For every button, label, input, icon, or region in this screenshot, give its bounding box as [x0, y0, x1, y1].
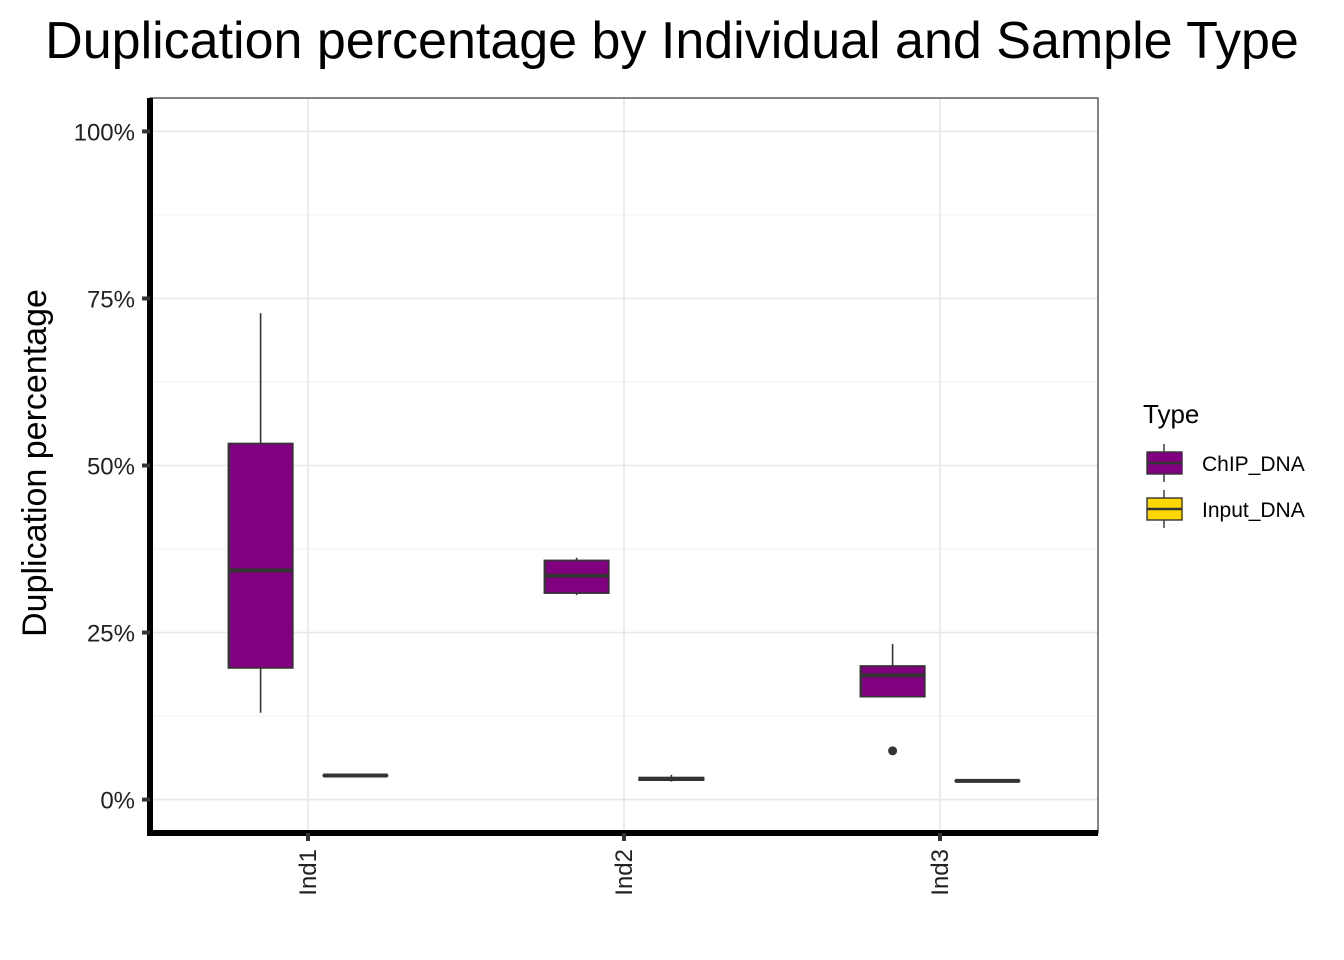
legend-entry: ChIP_DNA: [1146, 444, 1305, 482]
y-tick-label: 100%: [74, 119, 135, 146]
y-ticks: 0% 25% 50% 75% 100%: [74, 119, 150, 815]
box-iqr: [859, 665, 926, 698]
y-axis-title: Duplication percentage: [16, 289, 54, 637]
y-tick-label: 75%: [87, 286, 135, 313]
legend-entries: ChIP_DNA Input_DNA: [1146, 444, 1305, 528]
x-tick-label: Ind3: [927, 849, 954, 896]
grid-major: [150, 98, 1098, 833]
boxes: [227, 313, 1021, 783]
box-outlier: [888, 746, 898, 756]
legend-label: ChIP_DNA: [1202, 453, 1305, 476]
box-ChIP_DNA-Ind2: [543, 557, 610, 596]
legend-entry: Input_DNA: [1146, 490, 1305, 528]
x-ticks: Ind1 Ind2 Ind3: [295, 833, 954, 896]
legend-label: Input_DNA: [1202, 499, 1305, 522]
x-tick-label: Ind1: [295, 849, 322, 896]
y-tick-label: 25%: [87, 621, 135, 648]
box-iqr: [227, 442, 294, 669]
y-tick-label: 0%: [100, 788, 135, 815]
legend-title: Type: [1143, 399, 1199, 429]
box-Input_DNA-Ind2: [638, 774, 705, 782]
box-ChIP_DNA-Ind3: [859, 643, 926, 756]
legend: Type ChIP_DNA Input_DNA: [1143, 399, 1305, 528]
y-tick-label: 50%: [87, 454, 135, 481]
x-tick-label: Ind2: [611, 849, 638, 896]
box-ChIP_DNA-Ind1: [227, 313, 294, 713]
chart-title: Duplication percentage by Individual and…: [45, 12, 1299, 70]
